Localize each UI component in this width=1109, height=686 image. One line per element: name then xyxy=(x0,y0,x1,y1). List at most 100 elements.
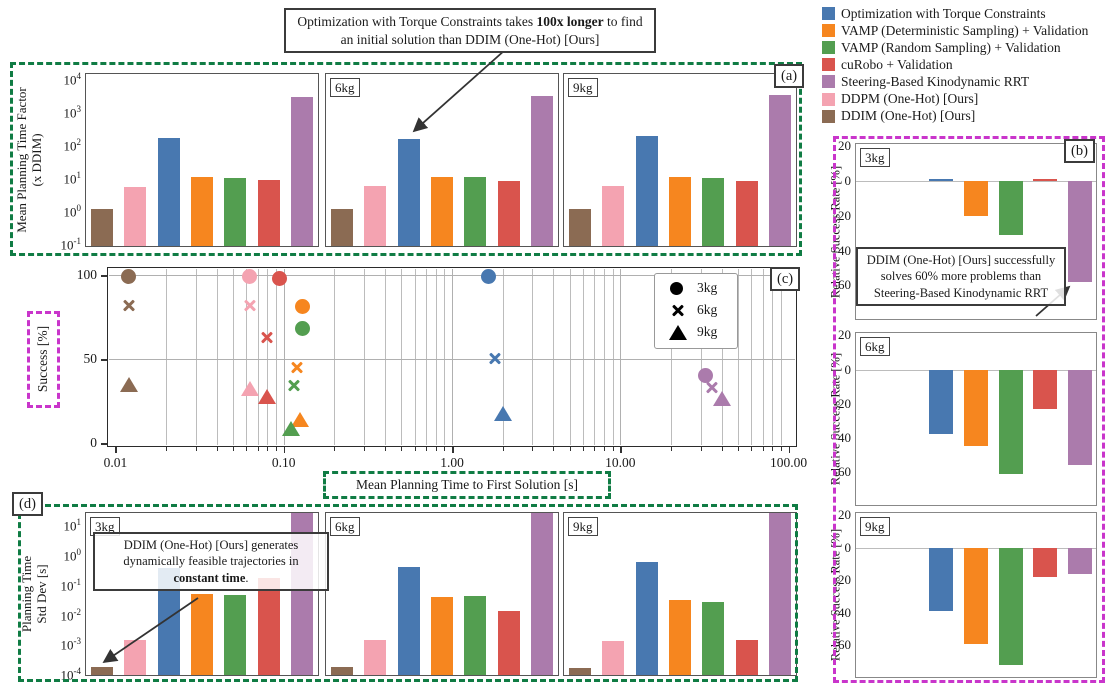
minor-tick xyxy=(233,447,235,451)
scatter-marker-blue-3kg xyxy=(481,269,497,285)
annotation-b: DDIM (One-Hot) [Ours] successfully solve… xyxy=(856,247,1066,306)
load-legend-row: 9kg xyxy=(665,322,737,344)
legend-item: cuRobo + Validation xyxy=(822,56,1088,73)
bar-red xyxy=(1033,179,1058,182)
minor-gridline xyxy=(414,269,416,445)
y-tick-label: -60 xyxy=(833,463,851,479)
scatter-marker-purple-3kg xyxy=(697,368,713,384)
bar-red xyxy=(497,611,520,675)
kg-badge: 6kg xyxy=(330,78,360,97)
relative-success-ylabel: Relative Success Rate [%] xyxy=(828,352,843,486)
major-gridline xyxy=(283,269,285,445)
annotation-d: DDIM (One-Hot) [Ours] generates dynamica… xyxy=(93,532,329,591)
scatter-marker-green-6kg xyxy=(287,379,301,393)
minor-tick xyxy=(502,447,504,451)
y-tick-label: -20 xyxy=(833,207,851,223)
minor-gridline xyxy=(582,269,584,445)
bar-purple xyxy=(769,94,792,246)
minor-tick xyxy=(334,447,336,451)
y-tick-label: 10-3 xyxy=(60,636,82,653)
scatter-marker-purple-9kg xyxy=(712,390,731,406)
success-ylabel: Success [%] xyxy=(35,325,50,393)
legend-swatch-brown xyxy=(822,109,835,123)
x-tick-label: 0.01 xyxy=(103,455,128,470)
minor-tick xyxy=(603,447,605,451)
y-tick-label: -40 xyxy=(833,242,851,258)
scatter-marker-red-3kg xyxy=(272,270,288,286)
minor-gridline xyxy=(502,269,504,445)
y-tick xyxy=(101,443,107,445)
bar-blue xyxy=(929,547,954,612)
minor-gridline xyxy=(257,269,259,445)
minor-tick xyxy=(721,447,723,451)
y-tick-label: 10-1 xyxy=(60,236,82,253)
load-legend-label: 6kg xyxy=(697,302,718,317)
kg-badge: 9kg xyxy=(568,517,598,536)
bar-green xyxy=(998,181,1023,235)
minor-tick xyxy=(216,447,218,451)
scatter-marker-red-6kg xyxy=(260,330,274,344)
legend-swatch-orange xyxy=(822,24,835,38)
y-tick xyxy=(101,359,107,361)
major-gridline-h xyxy=(109,359,795,360)
bar-green xyxy=(464,176,487,246)
minor-tick xyxy=(246,447,248,451)
y-tick-label: 100 xyxy=(63,203,82,220)
scatter-marker-brown-9kg xyxy=(119,377,138,393)
bar-green xyxy=(702,177,725,246)
minor-gridline xyxy=(700,269,702,445)
bar-purple xyxy=(531,95,554,246)
legend-item-label: Optimization with Torque Constraints xyxy=(841,5,1046,21)
minor-gridline xyxy=(435,269,437,445)
scatter-marker-blue-6kg xyxy=(488,352,502,366)
scatter-marker-brown-3kg xyxy=(121,269,137,285)
minor-gridline xyxy=(751,269,753,445)
bar-brown xyxy=(90,209,113,246)
minor-gridline xyxy=(612,269,614,445)
legend-swatch-green xyxy=(822,41,835,55)
minor-tick xyxy=(582,447,584,451)
bar-blue xyxy=(635,136,658,246)
scatter-marker-pink-6kg xyxy=(243,298,257,312)
legend-swatch-blue xyxy=(822,7,835,21)
bar-orange xyxy=(431,176,453,246)
minor-tick xyxy=(594,447,596,451)
bar-orange xyxy=(191,594,213,675)
y-tick-label: 20 xyxy=(838,507,851,523)
minor-tick xyxy=(267,447,269,451)
bar-orange xyxy=(964,547,988,644)
load-legend-label: 9kg xyxy=(697,324,718,339)
minor-gridline xyxy=(569,269,571,445)
bar-purple xyxy=(1067,181,1092,282)
bar-purple xyxy=(531,513,554,675)
kg-badge: 6kg xyxy=(330,517,360,536)
y-tick-label: -20 xyxy=(833,572,851,588)
legend-marker-6kg xyxy=(671,304,685,318)
bar-red xyxy=(1033,369,1058,409)
y-tick-label: 0 xyxy=(844,539,852,555)
bar-pink xyxy=(124,640,147,675)
major-gridline xyxy=(620,269,622,445)
panel-a-label: (a) xyxy=(774,64,805,88)
bar-green xyxy=(998,547,1023,665)
load-legend-label: 3kg xyxy=(697,280,718,295)
minor-tick xyxy=(553,447,555,451)
y-tick-label: 104 xyxy=(63,71,82,88)
x-tick-label: 10.00 xyxy=(605,455,636,470)
minor-tick xyxy=(401,447,403,451)
minor-gridline xyxy=(737,269,739,445)
scatter-marker-orange-3kg xyxy=(295,299,311,315)
legend-item-label: cuRobo + Validation xyxy=(841,56,953,72)
bar-green xyxy=(998,369,1023,474)
bar-blue xyxy=(929,179,954,182)
minor-gridline xyxy=(233,269,235,445)
minor-gridline xyxy=(385,269,387,445)
y-tick xyxy=(101,275,107,277)
bar-orange xyxy=(431,596,453,675)
bar-brown xyxy=(568,667,591,675)
scatter-marker-orange-6kg xyxy=(290,360,304,374)
y-tick-label: 10-2 xyxy=(60,606,82,623)
bar-purple xyxy=(769,513,792,675)
minor-tick xyxy=(195,447,197,451)
